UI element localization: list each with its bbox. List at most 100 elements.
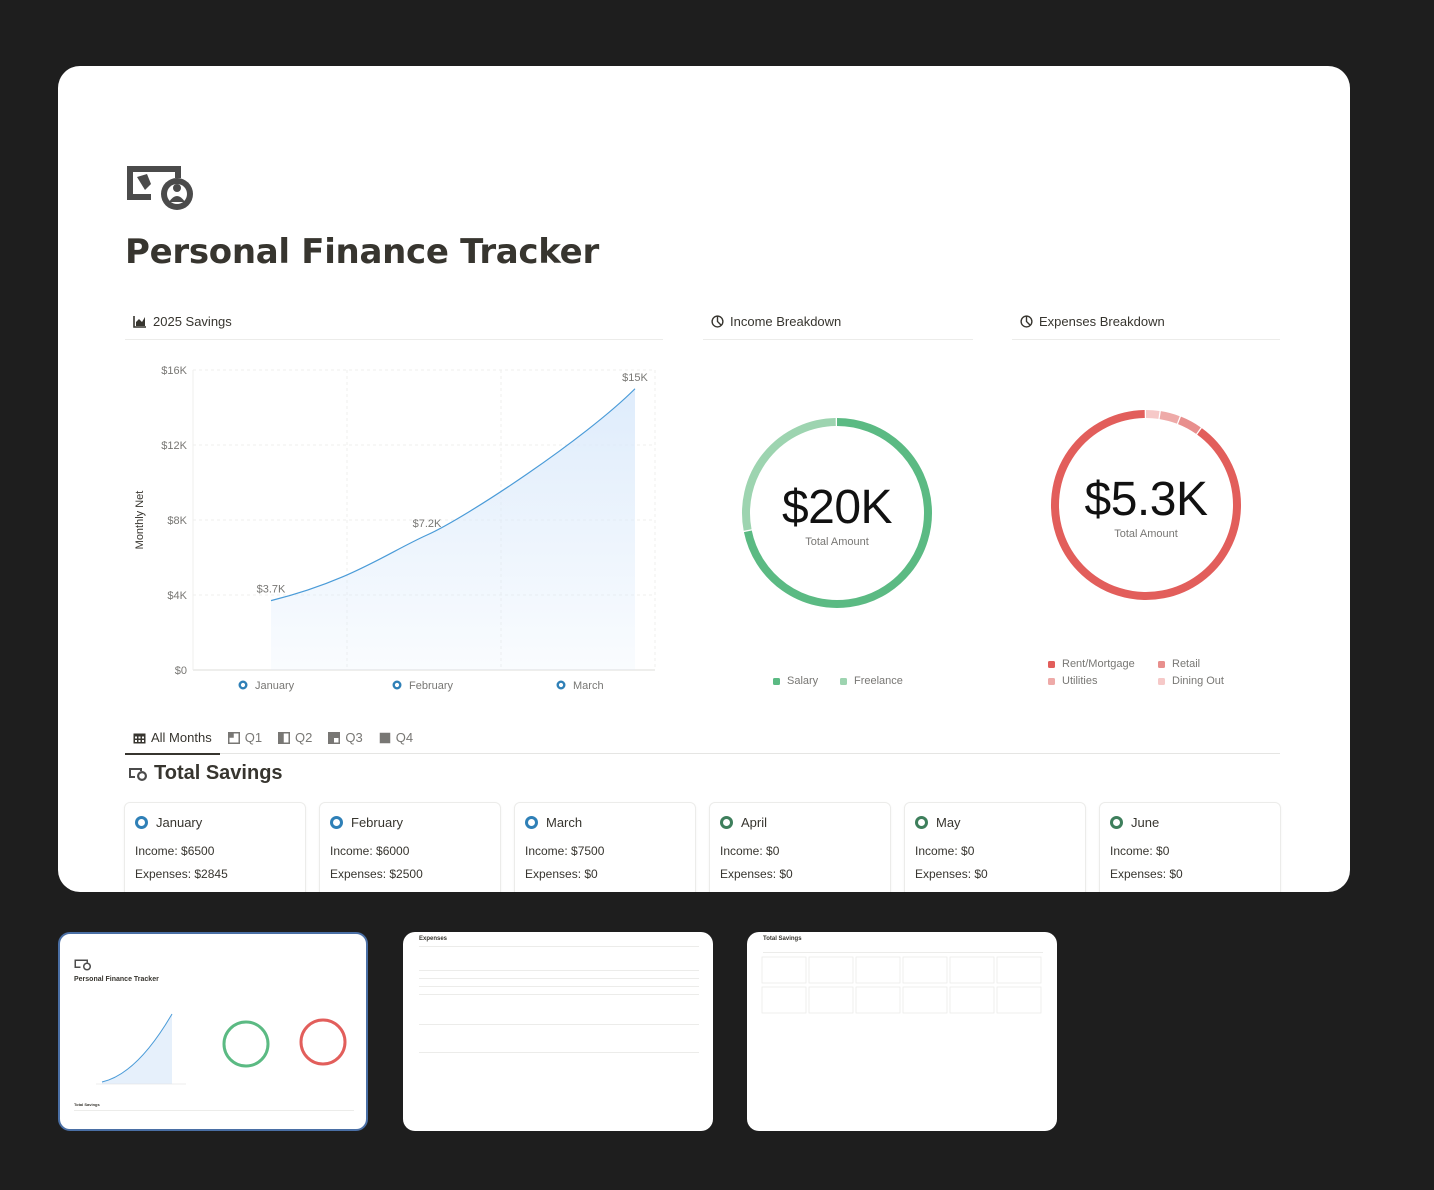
legend-swatch	[1048, 677, 1055, 685]
month-name: March	[546, 815, 583, 830]
legend-label: Retail	[1172, 658, 1201, 670]
money-bag-icon	[74, 959, 91, 971]
month-card-february[interactable]: February Income: $6000 Expenses: $2500	[319, 802, 501, 892]
legend-item-freelance[interactable]: Freelance	[840, 675, 903, 687]
y-tick-label: $8K	[167, 515, 187, 527]
legend-swatch	[1158, 660, 1165, 668]
month-expenses: Expenses: $0	[1110, 867, 1183, 881]
thumbnail-month-grid	[761, 956, 1042, 1014]
data-label: $7.2K	[413, 518, 442, 530]
donut-slice[interactable]	[1159, 411, 1180, 424]
thumbnail-divider	[419, 946, 699, 947]
tab-q1[interactable]: Q1	[220, 722, 270, 754]
income-donut[interactable]: $20K Total Amount	[740, 416, 934, 610]
savings-chart-header[interactable]: 2025 Savings	[125, 304, 663, 340]
legend-item-rent[interactable]: Rent/Mortgage	[1048, 658, 1135, 670]
x-tick-label: January	[255, 680, 295, 692]
month-name: January	[156, 815, 203, 830]
legend-swatch	[773, 677, 780, 685]
bar-chart-icon	[133, 316, 146, 328]
thumbnail-area-chart	[96, 1013, 186, 1085]
series-line	[270, 388, 636, 602]
income-total-value: $20K	[781, 481, 893, 534]
donut-slice[interactable]	[1051, 410, 1241, 600]
thumbnail-divider	[419, 986, 699, 987]
month-card-march[interactable]: March Income: $7500 Expenses: $0	[514, 802, 696, 892]
thumbnail-divider	[763, 952, 1043, 953]
thumbnail-divider	[419, 1024, 699, 1025]
thumbnail-divider	[419, 978, 699, 979]
y-tick-label: $16K	[161, 365, 187, 377]
quarter-icon	[328, 731, 341, 744]
series-area	[271, 388, 635, 670]
tab-label: All Months	[151, 730, 212, 745]
thumbnail-title: Expenses	[419, 936, 448, 942]
thumbnail-divider	[419, 970, 699, 971]
legend-label: Rent/Mortgage	[1062, 658, 1135, 670]
income-breakdown-title: Income Breakdown	[730, 314, 842, 329]
tab-all-months[interactable]: All Months	[125, 722, 220, 755]
status-icon	[135, 816, 148, 829]
y-tick-label: $12K	[161, 440, 187, 452]
tab-q2[interactable]: Q2	[270, 722, 320, 754]
expenses-donut-chart	[1051, 410, 1241, 600]
status-icon	[720, 816, 733, 829]
month-income: Income: $6000	[330, 844, 410, 858]
thumbnail-subtitle: Total Savings	[74, 1102, 100, 1107]
quarter-icon	[227, 731, 240, 744]
status-icon	[915, 816, 928, 829]
expenses-donut[interactable]: $5.3K Total Amount	[1049, 408, 1243, 602]
income-donut-chart	[742, 418, 932, 608]
total-savings-title: Total Savings	[154, 762, 283, 784]
month-name: April	[741, 815, 768, 830]
month-card-june[interactable]: June Income: $0 Expenses: $0	[1099, 802, 1281, 892]
month-card-january[interactable]: January Income: $6500 Expenses: $2845	[124, 802, 306, 892]
x-tick-label: March	[573, 680, 604, 692]
savings-area-chart[interactable]: $0 $4K $8K $12K $16K Monthly Net $3.7K $7.2K $15…	[125, 358, 665, 698]
donut-slice[interactable]	[1177, 416, 1201, 434]
money-icon	[129, 767, 147, 781]
month-income: Income: $0	[720, 844, 780, 858]
status-icon	[1110, 816, 1123, 829]
quarter-icon	[278, 731, 291, 744]
status-icon	[330, 816, 343, 829]
thumbnail-title: Total Savings	[763, 936, 802, 942]
month-income: Income: $7500	[525, 844, 605, 858]
month-expenses: Expenses: $2500	[330, 867, 423, 881]
main-preview-card: Personal Finance Tracker 2025 Savings In…	[58, 66, 1350, 892]
donut-slice[interactable]	[742, 418, 836, 531]
legend-item-dining-out[interactable]: Dining Out	[1158, 675, 1224, 687]
calendar-icon	[133, 733, 146, 743]
thumbnail-divider	[74, 1110, 354, 1111]
status-icon	[525, 816, 538, 829]
month-cards: January Income: $6500 Expenses: $2845 Fe…	[124, 802, 1281, 892]
thumbnail-finance-tracker[interactable]: Personal Finance Tracker Total Savings	[58, 932, 368, 1131]
x-legend-marker	[238, 680, 248, 690]
tab-label: Q3	[345, 730, 363, 745]
thumbnail-total-savings[interactable]: Total Savings	[747, 932, 1057, 1131]
month-name: February	[351, 815, 404, 830]
legend-item-utilities[interactable]: Utilities	[1048, 675, 1097, 687]
thumbnail-divider	[419, 994, 699, 995]
month-card-april[interactable]: April Income: $0 Expenses: $0	[709, 802, 891, 892]
income-breakdown-header[interactable]: Income Breakdown	[703, 304, 973, 340]
month-expenses: Expenses: $0	[525, 867, 598, 881]
pie-chart-icon	[711, 315, 724, 328]
thumbnail-income-donut	[222, 1020, 270, 1068]
thumbnail-expenses[interactable]: Expenses	[403, 932, 713, 1131]
legend-label: Salary	[787, 675, 819, 687]
month-card-may[interactable]: May Income: $0 Expenses: $0	[904, 802, 1086, 892]
tab-q4[interactable]: Q4	[371, 722, 421, 754]
donut-slice[interactable]	[743, 418, 932, 608]
legend-label: Utilities	[1062, 675, 1098, 687]
income-total-label: Total Amount	[805, 536, 869, 548]
legend-item-retail[interactable]: Retail	[1158, 658, 1200, 670]
legend-item-salary[interactable]: Salary	[773, 675, 818, 687]
legend-swatch	[1158, 677, 1165, 685]
tab-q3[interactable]: Q3	[320, 722, 370, 754]
expenses-breakdown-title: Expenses Breakdown	[1039, 314, 1165, 329]
expenses-breakdown-header[interactable]: Expenses Breakdown	[1012, 304, 1280, 340]
month-income: Income: $0	[1110, 844, 1170, 858]
tab-label: Q1	[244, 730, 263, 745]
donut-slice[interactable]	[1145, 410, 1160, 419]
